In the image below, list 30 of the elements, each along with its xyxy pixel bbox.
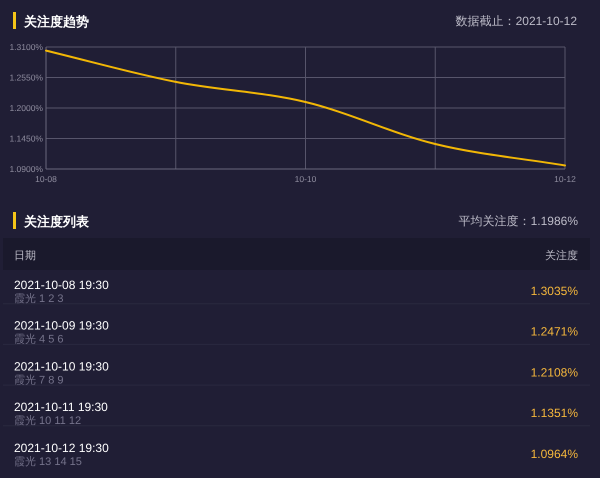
- text: 关注度: [545, 249, 578, 262]
- text: 2021-10-11 19:30: [14, 400, 108, 414]
- text: 1.2471%: [530, 324, 578, 339]
- text: 关注度列表: [23, 214, 90, 229]
- text: 1.0964%: [530, 446, 578, 461]
- y-tick-label: 1.2000%: [9, 103, 44, 113]
- y-tick-label: 1.3100%: [9, 42, 44, 52]
- text: 1.2108%: [530, 365, 578, 380]
- text: 霞光 13 14 15: [14, 454, 82, 468]
- text: 1.3035%: [530, 284, 578, 298]
- text: 1.1351%: [530, 406, 578, 420]
- y-tick-label: 1.1450%: [9, 134, 44, 144]
- x-tick-label: 10-08: [35, 174, 58, 184]
- chart-title: 关注度趋势: [23, 14, 89, 29]
- x-tick-label: 10-12: [554, 174, 576, 184]
- text: 平均关注度：1.1986%: [458, 214, 578, 228]
- text: 霞光 4 5 6: [14, 332, 64, 346]
- text: 2021-10-09 19:30: [14, 318, 110, 333]
- text: 霞光 1 2 3: [14, 292, 64, 305]
- y-tick-label: 1.2550%: [9, 72, 44, 82]
- x-tick-label: 10-10: [294, 174, 317, 184]
- text: 霞光 7 8 9: [14, 373, 64, 386]
- text: 2021-10-12 19:30: [14, 440, 110, 455]
- y-tick-label: 1.0900%: [9, 164, 44, 174]
- text: 日期: [14, 250, 36, 262]
- line-series: [45, 50, 566, 166]
- text: 2021-10-08 19:30: [14, 278, 110, 292]
- text: 霞光 10 11 12: [14, 414, 82, 428]
- text: 数据截止：2021-10-12: [456, 14, 578, 28]
- text: 2021-10-10 19:30: [14, 359, 110, 374]
